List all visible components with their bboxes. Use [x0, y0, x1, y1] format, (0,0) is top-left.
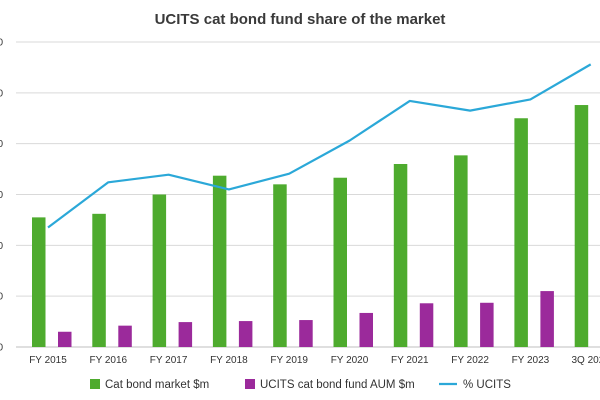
y-tick-label: 0: [0, 139, 3, 150]
bar-ucits-aum: [118, 325, 132, 347]
bars: [32, 105, 589, 348]
bar-ucits-aum: [359, 312, 373, 347]
bar-cat-bond-market: [454, 155, 468, 347]
bar-ucits-aum: [238, 321, 253, 347]
x-tick-label: FY 2018: [210, 355, 248, 366]
bar-cat-bond-market: [273, 184, 287, 347]
legend-swatch: [90, 379, 100, 389]
bar-ucits-aum: [480, 302, 494, 347]
x-tick-label: FY 2017: [150, 355, 188, 366]
legend-label: Cat bond market $m: [105, 379, 209, 391]
legend-swatch: [245, 379, 255, 389]
bar-cat-bond-market: [514, 118, 528, 347]
line-percent-ucits: [47, 63, 592, 229]
y-tick-label: 0: [0, 343, 3, 354]
legend-label: % UCITS: [463, 379, 511, 391]
legend-label: UCITS cat bond fund AUM $m: [260, 379, 415, 391]
y-tick-label: 0: [0, 88, 3, 99]
x-tick-label: FY 2020: [331, 355, 369, 366]
bar-cat-bond-market: [393, 164, 408, 347]
x-axis-ticks: FY 2015 FY 2016 FY 2017 FY 2018 FY 2019 FY 20…: [29, 355, 600, 366]
bar-ucits-aum: [540, 291, 554, 347]
x-tick-label: 3Q 2024: [572, 355, 600, 366]
bar-cat-bond-market: [333, 177, 347, 347]
x-tick-label: FY 2021: [391, 355, 429, 366]
bar-ucits-aum: [178, 322, 193, 347]
gridlines: [16, 41, 600, 348]
bar-cat-bond-market: [574, 105, 589, 348]
ucits-line: [47, 63, 592, 229]
y-tick-label: 0: [0, 241, 3, 252]
x-tick-label: FY 2023: [512, 355, 550, 366]
bar-cat-bond-market: [152, 194, 167, 347]
chart-title: UCITS cat bond fund share of the market: [155, 11, 446, 28]
x-tick-label: FY 2015: [29, 355, 67, 366]
y-axis-ticks: 0 0 0 0 0 0 0: [0, 38, 3, 354]
y-tick-label: 0: [0, 292, 3, 303]
bar-cat-bond-market: [212, 175, 227, 347]
y-tick-label: 0: [0, 38, 3, 49]
bar-cat-bond-market: [92, 213, 106, 347]
x-tick-label: FY 2016: [89, 355, 127, 366]
bar-cat-bond-market: [32, 217, 46, 347]
x-tick-label: FY 2019: [270, 355, 308, 366]
bar-ucits-aum: [58, 331, 72, 347]
bar-ucits-aum: [419, 303, 434, 347]
y-tick-label: 0: [0, 190, 3, 201]
bar-ucits-aum: [299, 320, 313, 347]
x-tick-label: FY 2022: [451, 355, 489, 366]
legend: Cat bond market $m UCITS cat bond fund AU…: [90, 379, 511, 391]
